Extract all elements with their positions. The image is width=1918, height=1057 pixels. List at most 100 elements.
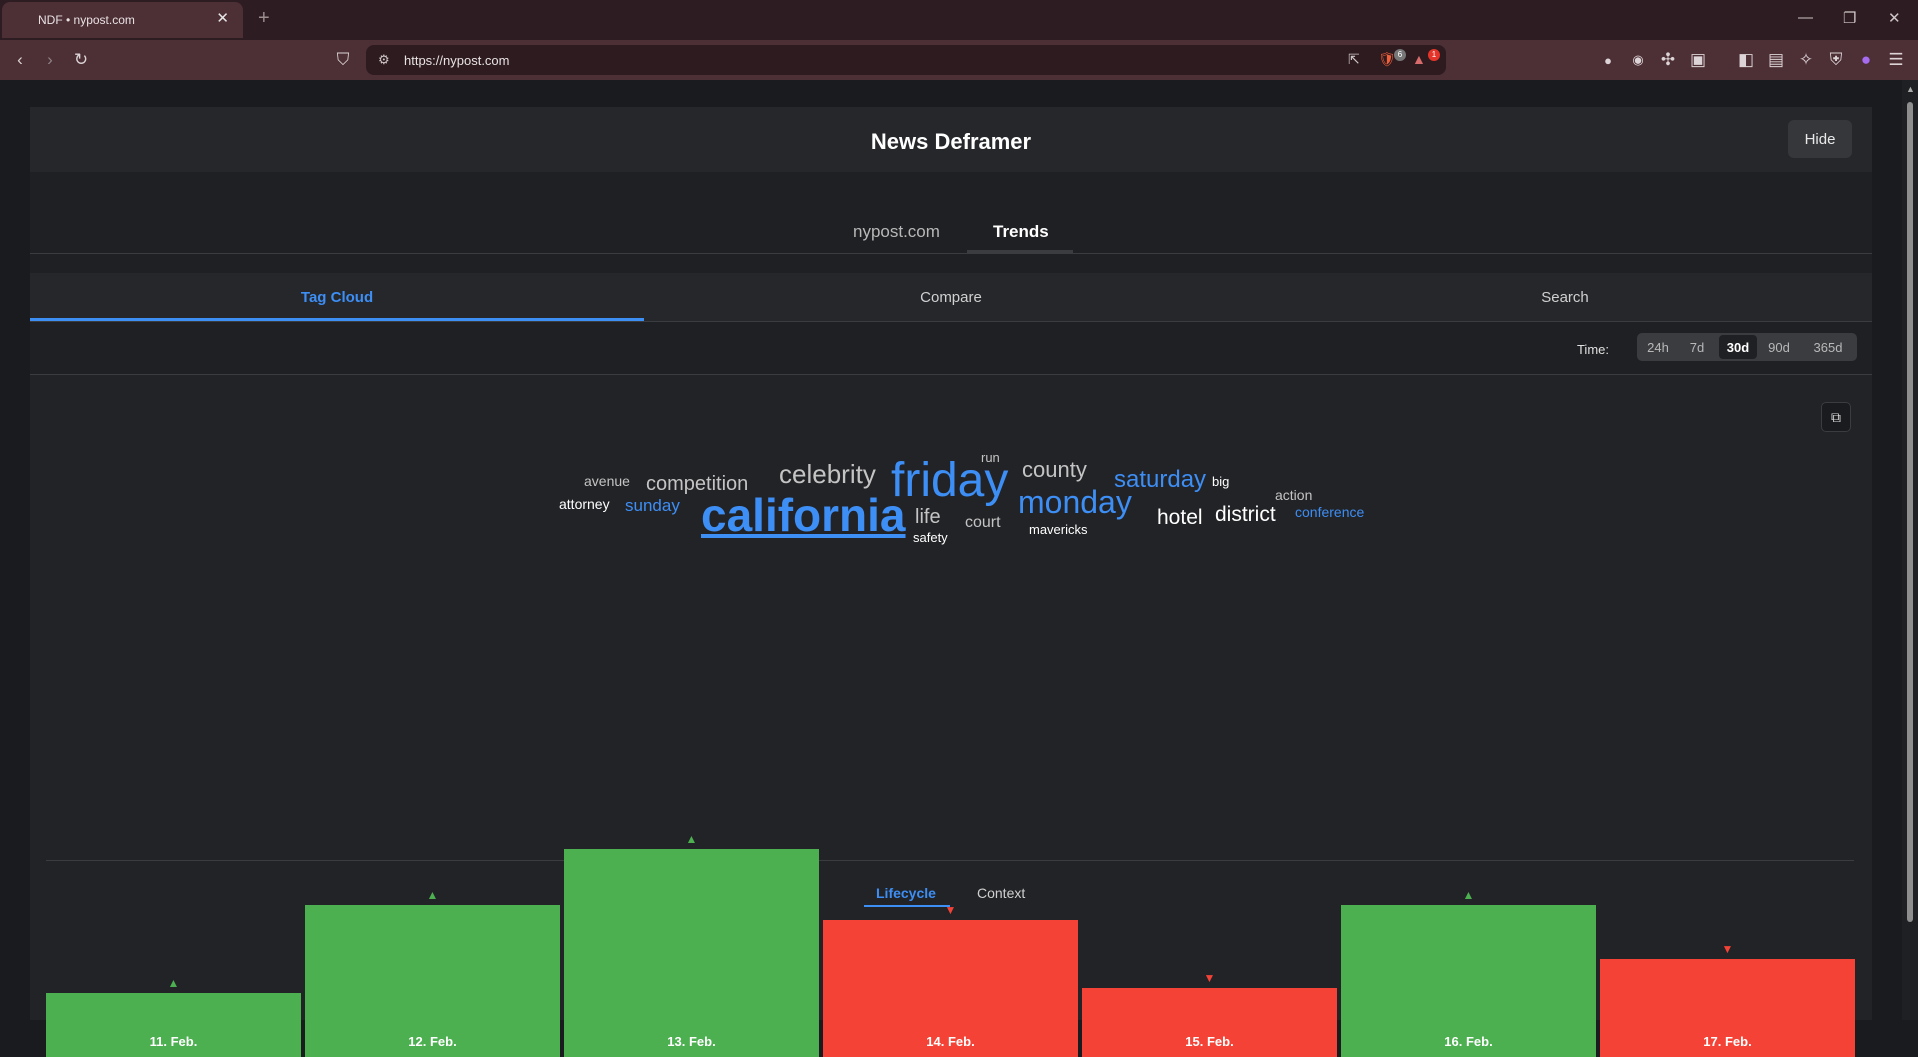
bar-label: 11. Feb. (149, 1034, 198, 1049)
sub-tabs: Tag Cloud Compare Search (30, 273, 1872, 322)
minimize-icon[interactable]: — (1798, 9, 1813, 26)
trend-down-icon: ▼ (1203, 971, 1216, 985)
main-tabs: nypost.com Trends (30, 200, 1872, 254)
leo-ai-icon[interactable]: ✧ (1798, 50, 1814, 69)
tag-word[interactable]: court (965, 514, 1001, 531)
tag-word[interactable]: avenue (584, 473, 630, 489)
open-external-icon[interactable]: ⧉ (1821, 402, 1851, 432)
tab-context[interactable]: Context (977, 885, 1026, 901)
screenshot-icon[interactable]: ▣ (1689, 50, 1707, 69)
bar-label: 13. Feb. (667, 1034, 716, 1049)
back-icon[interactable]: ‹ (17, 50, 23, 69)
tag-word[interactable]: conference (1295, 504, 1365, 520)
tag-word[interactable]: mavericks (1029, 522, 1088, 537)
tab-title: NDF • nypost.com (38, 13, 135, 27)
tag-word[interactable]: monday (1018, 484, 1132, 520)
tab-close-icon[interactable]: ✕ (216, 10, 229, 27)
vpn-shield-icon[interactable]: ⛨ (1829, 50, 1843, 69)
address-bar[interactable]: ⚙ https://nypost.com ⇱ 🛡 6 ▲ 1 (366, 45, 1446, 75)
url-text: https://nypost.com (404, 53, 510, 68)
extension-record-icon[interactable]: ◉ (1632, 52, 1644, 67)
extensions-puzzle-icon[interactable]: ✣ (1660, 50, 1676, 69)
lifecycle-bar[interactable]: 17. Feb. (1600, 959, 1855, 1057)
bar-label: 14. Feb. (926, 1034, 975, 1049)
tab-nypost[interactable]: nypost.com (853, 222, 940, 241)
tag-word[interactable]: run (981, 450, 1000, 465)
lifecycle-bar[interactable]: 11. Feb. (46, 993, 301, 1057)
share-icon[interactable]: ⇱ (1348, 51, 1360, 67)
sub-tab-indicator (30, 318, 644, 321)
lifecycle-bar[interactable]: 16. Feb. (1341, 905, 1596, 1057)
trend-down-icon: ▼ (1721, 942, 1734, 956)
extension-color-icon[interactable]: ● (1604, 52, 1612, 68)
wallet-icon[interactable]: ▤ (1767, 50, 1785, 69)
window-close-icon[interactable]: ✕ (1888, 10, 1901, 27)
lifecycle-bar[interactable]: 13. Feb. (564, 849, 819, 1057)
main-tab-indicator (967, 250, 1073, 253)
trend-down-icon: ▼ (944, 903, 957, 917)
time-range-selector: 24h 7d 30d 90d 365d (1637, 333, 1857, 361)
lifecycle-bar[interactable]: 14. Feb. (823, 920, 1078, 1057)
bar-label: 15. Feb. (1185, 1034, 1234, 1049)
tag-word[interactable]: county (1022, 457, 1087, 482)
brave-shields-icon[interactable]: 🛡 (1378, 51, 1396, 67)
time-7d-button[interactable]: 7d (1689, 339, 1705, 355)
trend-up-icon: ▲ (426, 888, 439, 902)
tag-word[interactable]: safety (913, 530, 948, 545)
hide-button[interactable]: Hide (1788, 120, 1852, 158)
panel-title: News Deframer (870, 129, 1032, 154)
tag-word[interactable]: life (915, 506, 941, 528)
restore-icon[interactable]: ❐ (1843, 10, 1857, 27)
bar-label: 17. Feb. (1703, 1034, 1752, 1049)
tag-word[interactable]: friday (891, 454, 1009, 507)
browser-tabstrip: NDF • nypost.com ✕ + — ❐ ✕ (0, 0, 1918, 40)
trend-up-icon: ▲ (1462, 888, 1475, 902)
page-scrollbar[interactable]: ▲ (1902, 80, 1918, 1020)
menu-icon[interactable]: ☰ (1888, 50, 1904, 69)
new-tab-icon[interactable]: + (258, 7, 270, 29)
tag-word[interactable]: competition (646, 473, 749, 495)
time-label: Time: (1576, 342, 1609, 357)
bookmark-icon[interactable]: ⛉ (336, 50, 350, 69)
site-settings-icon[interactable]: ⚙ (378, 52, 390, 67)
lifecycle-tab-indicator (864, 905, 950, 907)
shields-badge: 6 (1394, 49, 1406, 61)
trend-up-icon: ▲ (685, 832, 698, 846)
lifecycle-bar[interactable]: 15. Feb. (1082, 988, 1337, 1057)
tag-word[interactable]: hotel (1157, 506, 1203, 529)
tag-word[interactable]: california (701, 489, 906, 541)
tab-lifecycle[interactable]: Lifecycle (876, 885, 936, 901)
scroll-up-icon[interactable]: ▲ (1906, 84, 1915, 94)
time-365d-button[interactable]: 365d (1813, 339, 1843, 355)
tag-word[interactable]: attorney (559, 496, 610, 512)
panel-header: News Deframer Hide (30, 107, 1872, 172)
tag-word[interactable]: sunday (625, 496, 680, 515)
tag-word[interactable]: action (1275, 487, 1313, 503)
section-divider (46, 860, 1854, 861)
tab-trends[interactable]: Trends (993, 222, 1049, 241)
lifecycle-bar[interactable]: 12. Feb. (305, 905, 560, 1057)
time-filter-bar: Time: 24h 7d 30d 90d 365d (30, 322, 1872, 375)
sidebar-icon[interactable]: ◧ (1737, 50, 1755, 69)
profile-icon[interactable]: ● (1860, 50, 1872, 69)
scrollbar-thumb[interactable] (1907, 102, 1913, 922)
bar-label: 16. Feb. (1444, 1034, 1493, 1049)
rewards-badge: 1 (1428, 49, 1440, 61)
time-24h-button[interactable]: 24h (1647, 339, 1669, 355)
tag-word[interactable]: district (1215, 503, 1276, 526)
browser-tab[interactable]: NDF • nypost.com ✕ (2, 2, 243, 38)
forward-icon[interactable]: › (47, 50, 53, 69)
time-30d-button[interactable]: 30d (1719, 335, 1757, 359)
trend-up-icon: ▲ (167, 976, 180, 990)
tag-word[interactable]: saturday (1114, 466, 1207, 493)
tag-word[interactable]: celebrity (779, 459, 876, 489)
time-90d-button[interactable]: 90d (1768, 339, 1790, 355)
tag-cloud-area: ⧉ avenue attorney competition sunday celebri… (30, 375, 1872, 1057)
tag-word[interactable]: big (1212, 474, 1230, 489)
tab-tag-cloud[interactable]: Tag Cloud (300, 288, 374, 306)
news-deframer-panel: News Deframer Hide nypost.com Trends Tag… (30, 107, 1872, 1057)
brave-rewards-icon[interactable]: ▲ (1412, 51, 1426, 67)
reload-icon[interactable]: ↻ (73, 50, 89, 69)
tab-compare[interactable]: Compare (920, 288, 982, 306)
tab-search[interactable]: Search (1541, 288, 1589, 306)
